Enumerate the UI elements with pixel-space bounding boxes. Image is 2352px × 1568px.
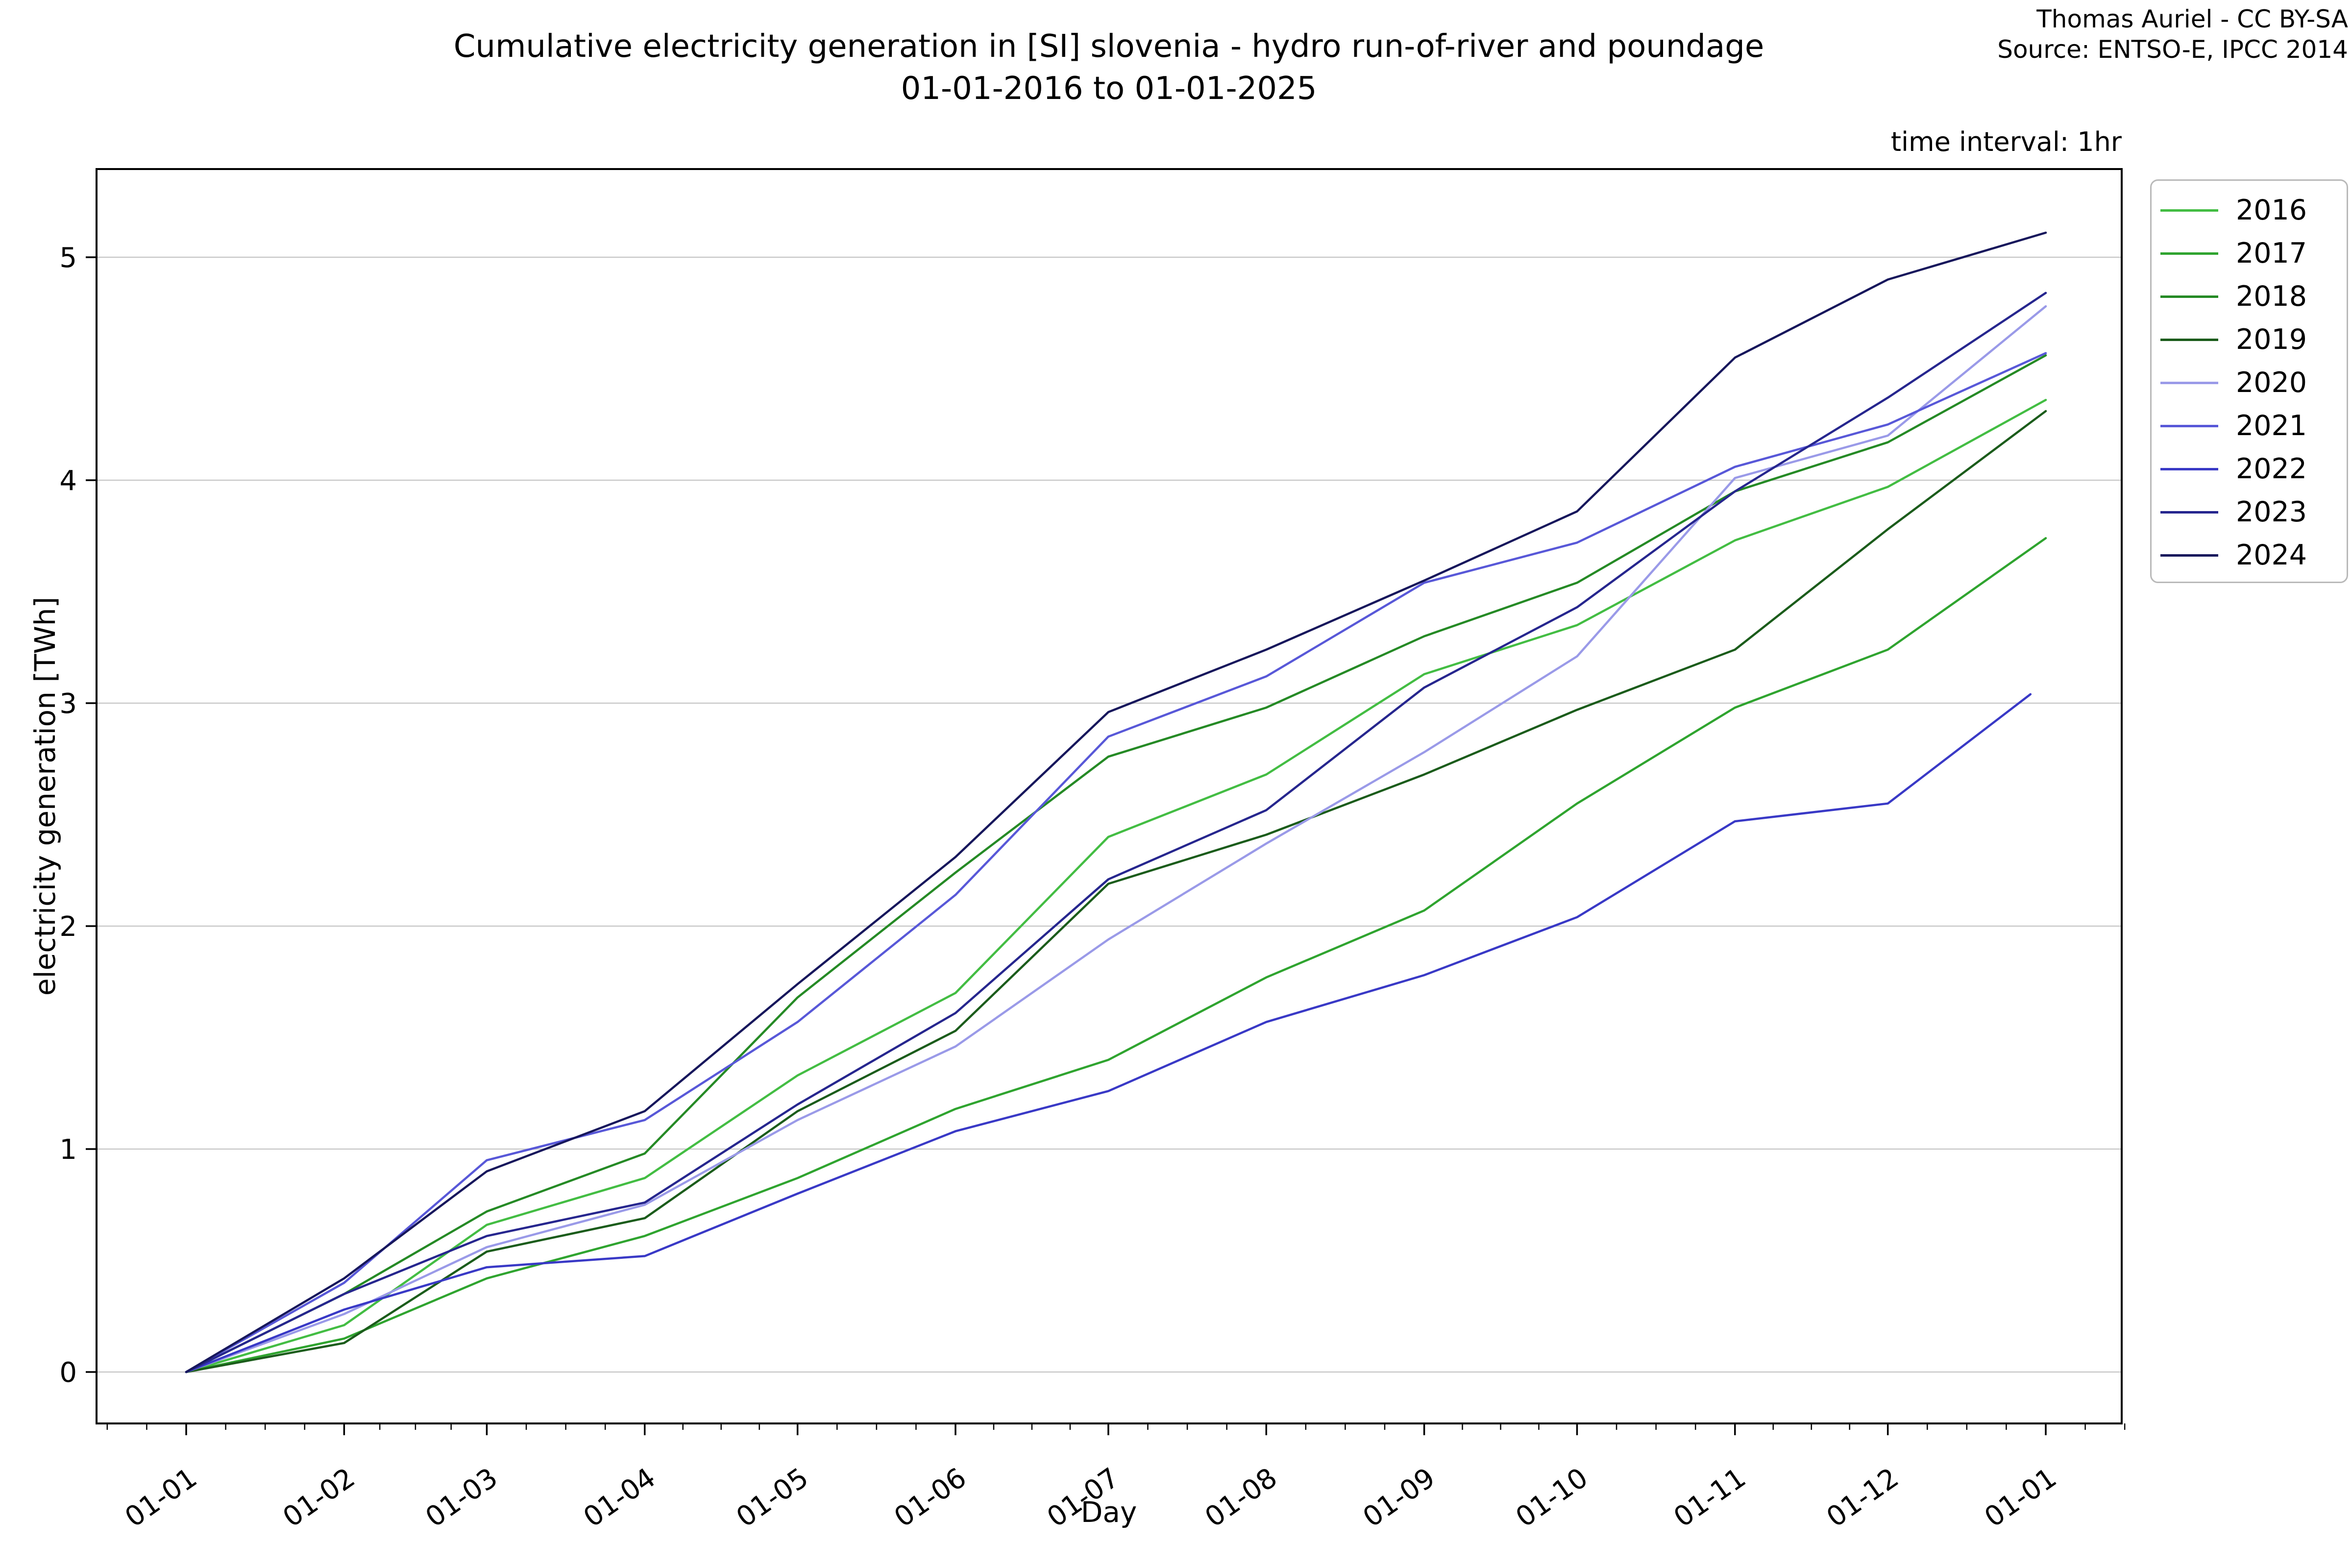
legend: 2016 2017 2018 2019 2020 2021 2022 2023 2024 bbox=[2150, 179, 2348, 583]
series-line-2021 bbox=[185, 352, 2047, 1373]
legend-item-2024: 2024 bbox=[2152, 534, 2347, 577]
y-tick-label: 5 bbox=[59, 242, 77, 274]
legend-line-swatch bbox=[2160, 467, 2218, 470]
legend-label: 2022 bbox=[2236, 453, 2307, 485]
legend-label: 2020 bbox=[2236, 367, 2307, 399]
x-axis-label: Day bbox=[1080, 1495, 1137, 1529]
legend-item-2016: 2016 bbox=[2152, 189, 2347, 232]
x-tick-label: 01-07 bbox=[1041, 1462, 1125, 1534]
legend-item-2018: 2018 bbox=[2152, 275, 2347, 318]
series-line-2018 bbox=[185, 354, 2047, 1373]
legend-item-2023: 2023 bbox=[2152, 490, 2347, 534]
x-tick-label: 01-12 bbox=[1821, 1462, 1905, 1534]
legend-line-swatch bbox=[2160, 554, 2218, 557]
chart-title-line1: Cumulative electricity generation in [SI… bbox=[453, 28, 1764, 65]
attribution-source: Source: ENTSO-E, IPCC 2014 bbox=[1997, 35, 2348, 64]
series-line-2023 bbox=[185, 292, 2047, 1373]
y-tick-label: 1 bbox=[59, 1134, 77, 1166]
x-tick-label: 01-09 bbox=[1357, 1462, 1441, 1534]
legend-item-2022: 2022 bbox=[2152, 447, 2347, 490]
x-tick-label: 01-06 bbox=[888, 1462, 972, 1534]
series-line-2022 bbox=[185, 693, 2032, 1373]
series-line-2020 bbox=[185, 305, 2047, 1373]
attribution-author: Thomas Auriel - CC BY-SA bbox=[2036, 5, 2348, 33]
legend-item-2019: 2019 bbox=[2152, 318, 2347, 361]
y-tick-label: 3 bbox=[59, 688, 77, 720]
x-tick-label: 01-04 bbox=[578, 1462, 662, 1534]
x-tick-label: 01-01 bbox=[1979, 1462, 2062, 1534]
y-tick-label: 4 bbox=[59, 465, 77, 497]
series-line-2016 bbox=[185, 398, 2047, 1373]
legend-line-swatch bbox=[2160, 252, 2218, 255]
x-tick-label: 01-02 bbox=[277, 1462, 361, 1534]
x-tick-label: 01-08 bbox=[1200, 1462, 1283, 1534]
legend-item-2021: 2021 bbox=[2152, 404, 2347, 447]
legend-line-swatch bbox=[2160, 295, 2218, 298]
legend-label: 2016 bbox=[2236, 194, 2307, 226]
series-line-2019 bbox=[185, 410, 2047, 1373]
series-line-2024 bbox=[185, 231, 2047, 1373]
legend-label: 2018 bbox=[2236, 280, 2307, 313]
attribution: Thomas Auriel - CC BY-SA Source: ENTSO-E… bbox=[1997, 4, 2348, 65]
x-tick-label: 01-05 bbox=[731, 1462, 814, 1534]
y-tick-label: 2 bbox=[59, 911, 77, 943]
legend-line-swatch bbox=[2160, 209, 2218, 212]
x-tick-label: 01-01 bbox=[119, 1462, 203, 1534]
y-tick-label: 0 bbox=[59, 1357, 77, 1389]
legend-line-swatch bbox=[2160, 381, 2218, 384]
time-interval-note: time interval: 1hr bbox=[1890, 126, 2122, 157]
x-tick-label: 01-03 bbox=[420, 1462, 504, 1534]
legend-item-2017: 2017 bbox=[2152, 232, 2347, 275]
legend-label: 2017 bbox=[2236, 237, 2307, 270]
legend-line-swatch bbox=[2160, 511, 2218, 514]
x-tick-label: 01-10 bbox=[1510, 1462, 1594, 1534]
chart-title: Cumulative electricity generation in [SI… bbox=[454, 25, 1764, 110]
x-tick-label: 01-11 bbox=[1668, 1462, 1752, 1534]
legend-line-swatch bbox=[2160, 338, 2218, 341]
legend-label: 2024 bbox=[2236, 539, 2307, 571]
chart-title-line2: 01-01-2016 to 01-01-2025 bbox=[901, 71, 1317, 107]
legend-item-2020: 2020 bbox=[2152, 361, 2347, 404]
legend-label: 2021 bbox=[2236, 410, 2307, 442]
legend-line-swatch bbox=[2160, 424, 2218, 427]
legend-label: 2019 bbox=[2236, 323, 2307, 356]
legend-label: 2023 bbox=[2236, 496, 2307, 528]
series-line-2017 bbox=[185, 537, 2047, 1373]
